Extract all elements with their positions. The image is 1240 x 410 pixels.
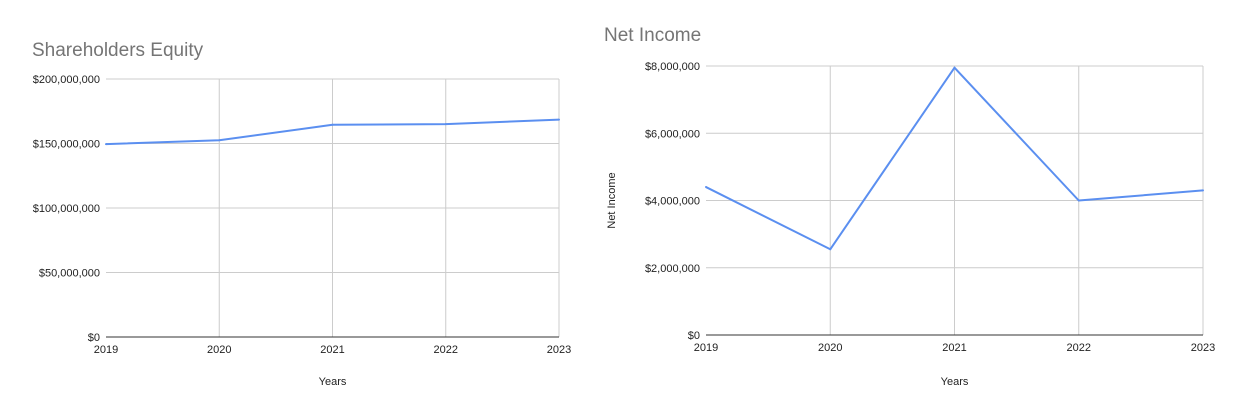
- net-income-y-tick-label: $0: [688, 330, 700, 342]
- net-income-x-tick-label: 2023: [1191, 342, 1215, 354]
- net-income-y-tick-label: $2,000,000: [645, 263, 700, 275]
- net-income-data-point: [1202, 189, 1204, 192]
- equity-data-point: [105, 143, 107, 146]
- net-income-x-tick-label: 2021: [942, 342, 966, 354]
- equity-x-tick-label: 2021: [320, 344, 344, 356]
- net-income-y-tick-label: $6,000,000: [645, 128, 700, 140]
- equity-data-point: [218, 139, 221, 142]
- net-income-data-point: [1077, 199, 1080, 202]
- equity-data-point: [444, 123, 447, 126]
- equity-x-tick-label: 2023: [547, 344, 571, 356]
- net-income-data-point: [829, 248, 832, 251]
- equity-data-point: [331, 123, 334, 126]
- equity-y-tick-label: $150,000,000: [33, 139, 100, 151]
- equity-x-axis-title: Years: [319, 376, 347, 388]
- net-income-y-tick-label: $4,000,000: [645, 196, 700, 208]
- net-income-x-tick-label: 2022: [1067, 342, 1091, 354]
- net-income-x-axis-title: Years: [941, 376, 969, 388]
- net-income-data-point: [705, 186, 707, 189]
- equity-y-tick-label: $100,000,000: [33, 203, 100, 215]
- equity-x-tick-label: 2020: [207, 344, 231, 356]
- equity-data-point: [558, 118, 560, 121]
- equity-y-tick-label: $200,000,000: [33, 74, 100, 86]
- equity-y-tick-label: $50,000,000: [39, 268, 100, 280]
- equity-x-tick-label: 2019: [94, 344, 118, 356]
- net-income-x-tick-label: 2019: [694, 342, 718, 354]
- net-income-y-tick-label: $8,000,000: [645, 61, 700, 73]
- equity-x-tick-label: 2022: [434, 344, 458, 356]
- net-income-x-tick-label: 2020: [818, 342, 842, 354]
- equity-y-tick-label: $0: [88, 332, 100, 344]
- net-income-chart-title: Net Income: [604, 25, 701, 46]
- equity-chart-title: Shareholders Equity: [32, 40, 204, 61]
- net-income-y-axis-title: Net Income: [606, 172, 618, 228]
- net-income-data-point: [953, 66, 956, 69]
